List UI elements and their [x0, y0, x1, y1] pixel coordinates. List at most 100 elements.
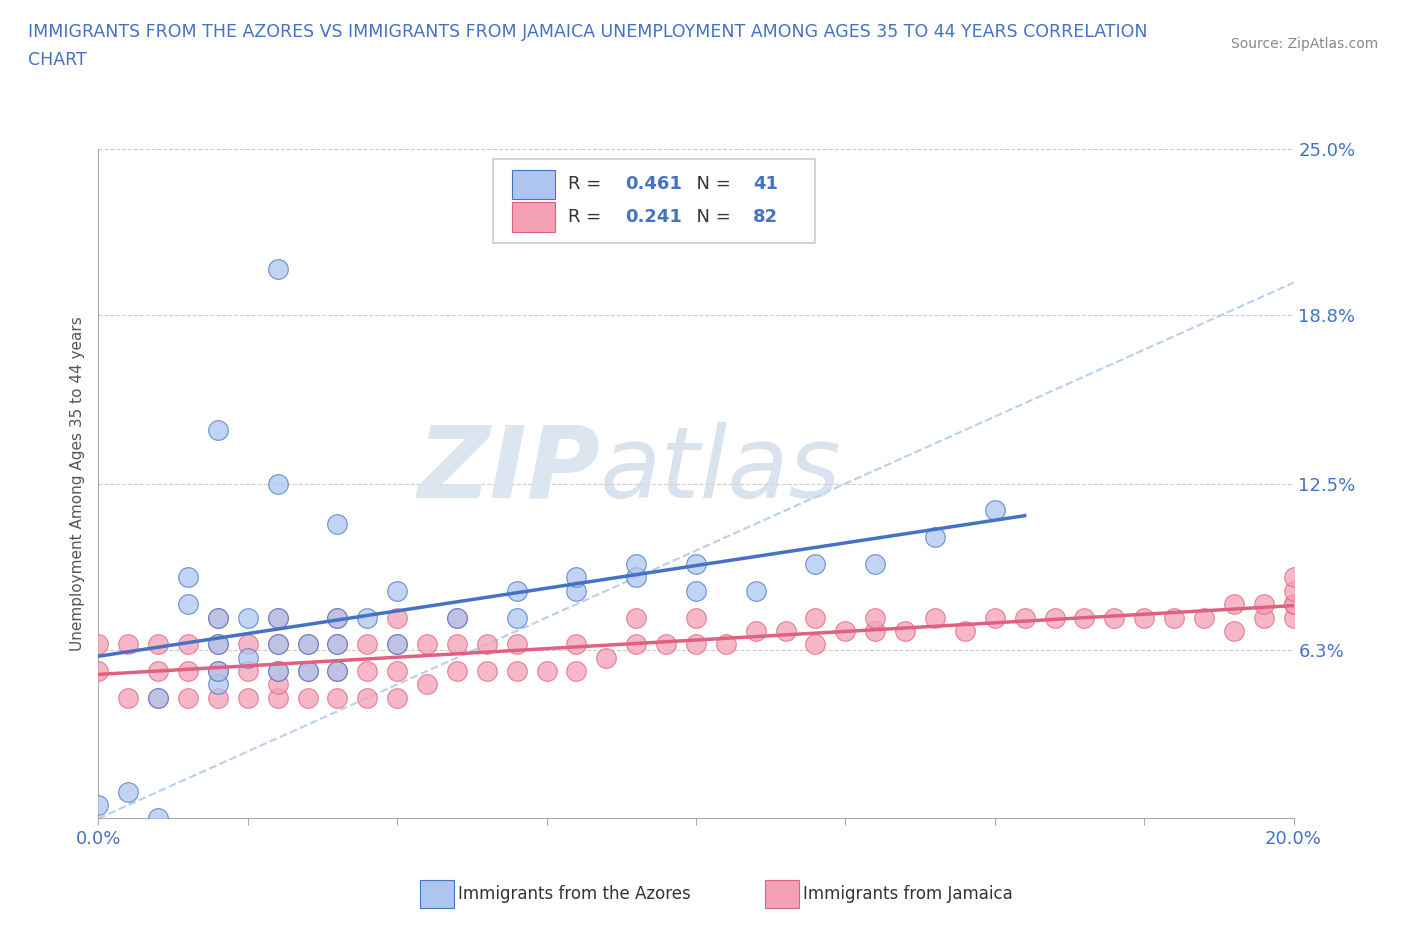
Point [385, 690, 409, 705]
Y-axis label: Unemployment Among Ages 35 to 44 years: Unemployment Among Ages 35 to 44 years [69, 316, 84, 651]
Text: Immigrants from the Azores: Immigrants from the Azores [458, 884, 692, 903]
Point [745, 583, 768, 598]
Point [655, 637, 678, 652]
Point [626, 610, 648, 625]
Point [326, 664, 349, 679]
Point [1253, 597, 1275, 612]
Point [385, 637, 409, 652]
Text: 0.241: 0.241 [626, 208, 682, 226]
Point [685, 637, 707, 652]
Point [236, 610, 259, 625]
Point [385, 637, 409, 652]
Point [148, 690, 170, 705]
Point [626, 556, 648, 571]
Point [207, 610, 229, 625]
Point [207, 677, 229, 692]
Point [416, 677, 439, 692]
Point [775, 623, 797, 638]
Point [356, 664, 378, 679]
Point [475, 637, 498, 652]
Point [267, 664, 290, 679]
Point [565, 637, 588, 652]
Point [685, 583, 707, 598]
Point [834, 623, 856, 638]
Point [117, 784, 139, 799]
Point [953, 623, 976, 638]
Point [207, 637, 229, 652]
Text: N =: N = [685, 175, 737, 193]
Point [207, 690, 229, 705]
Point [117, 637, 139, 652]
Point [148, 811, 170, 826]
Point [87, 664, 110, 679]
Point [865, 610, 887, 625]
Point [1043, 610, 1066, 625]
Point [446, 637, 468, 652]
Text: ZIP: ZIP [418, 421, 600, 519]
Point [894, 623, 917, 638]
Point [1282, 583, 1305, 598]
Point [536, 664, 558, 679]
Text: 82: 82 [754, 208, 779, 226]
Point [626, 637, 648, 652]
Point [356, 610, 378, 625]
Point [297, 690, 319, 705]
Point [148, 690, 170, 705]
Point [356, 637, 378, 652]
Point [1192, 610, 1215, 625]
Point [326, 664, 349, 679]
Point [1282, 610, 1305, 625]
Point [177, 690, 200, 705]
Point [924, 530, 946, 545]
Point [267, 262, 290, 277]
Point [446, 610, 468, 625]
Point [1073, 610, 1095, 625]
Point [326, 610, 349, 625]
Point [267, 610, 290, 625]
Point [506, 583, 529, 598]
Point [267, 610, 290, 625]
Text: Immigrants from Jamaica: Immigrants from Jamaica [803, 884, 1012, 903]
Text: atlas: atlas [600, 421, 842, 519]
Point [236, 637, 259, 652]
Point [87, 637, 110, 652]
Point [595, 650, 617, 665]
Point [117, 690, 139, 705]
Point [714, 637, 737, 652]
Point [1104, 610, 1126, 625]
Point [924, 610, 946, 625]
Point [267, 637, 290, 652]
Point [177, 637, 200, 652]
Point [1282, 597, 1305, 612]
Point [804, 610, 827, 625]
Point [506, 610, 529, 625]
Point [1223, 597, 1246, 612]
FancyBboxPatch shape [512, 203, 555, 232]
Point [207, 664, 229, 679]
Point [685, 610, 707, 625]
Point [297, 664, 319, 679]
Point [267, 677, 290, 692]
Text: N =: N = [685, 208, 737, 226]
Point [267, 690, 290, 705]
Point [1223, 623, 1246, 638]
Point [297, 664, 319, 679]
Point [865, 556, 887, 571]
Point [326, 690, 349, 705]
Point [506, 664, 529, 679]
Point [207, 610, 229, 625]
Text: 41: 41 [754, 175, 779, 193]
Text: Source: ZipAtlas.com: Source: ZipAtlas.com [1230, 37, 1378, 51]
Point [297, 637, 319, 652]
Point [267, 637, 290, 652]
Point [506, 637, 529, 652]
Text: R =: R = [568, 208, 607, 226]
Point [236, 664, 259, 679]
Text: IMMIGRANTS FROM THE AZORES VS IMMIGRANTS FROM JAMAICA UNEMPLOYMENT AMONG AGES 35: IMMIGRANTS FROM THE AZORES VS IMMIGRANTS… [28, 23, 1147, 41]
Point [326, 516, 349, 531]
Point [326, 637, 349, 652]
Point [207, 422, 229, 437]
Point [177, 570, 200, 585]
Point [685, 556, 707, 571]
Point [267, 476, 290, 491]
